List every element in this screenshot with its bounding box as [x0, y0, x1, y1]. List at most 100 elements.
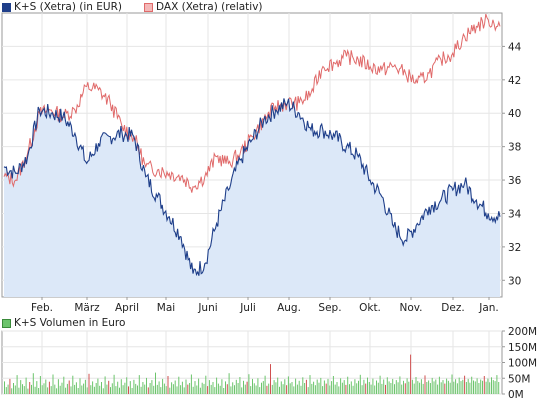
x-tick-label: Nov. [399, 302, 422, 314]
volume-bar [413, 383, 415, 394]
volume-bar [172, 384, 174, 394]
legend-ks: K+S (Xetra) (in EUR) [2, 1, 122, 13]
volume-bar [212, 382, 214, 394]
volume-bar [129, 381, 131, 394]
volume-bar [198, 378, 200, 394]
volume-bar [104, 376, 106, 394]
volume-bar [437, 384, 439, 394]
volume-bar [318, 382, 320, 394]
volume-bar [287, 376, 289, 394]
volume-bar [300, 385, 302, 394]
volume-bar [442, 380, 444, 394]
volume-bar [77, 388, 79, 394]
volume-bar [381, 383, 383, 394]
volume-bar [106, 384, 108, 394]
volume-bar [38, 388, 40, 394]
ks-area-fill [4, 98, 500, 298]
volume-bar [162, 378, 164, 394]
y-tick-label: 30 [508, 275, 521, 287]
volume-bar [323, 380, 325, 394]
volume-bar [47, 387, 49, 394]
volume-bar [455, 379, 457, 394]
volume-bar [126, 377, 128, 394]
volume-bar [266, 385, 268, 394]
volume-bar [36, 381, 38, 394]
volume-bar [158, 381, 160, 394]
volume-bar [70, 386, 72, 394]
volume-bar [440, 382, 442, 394]
volume-bar [372, 378, 374, 394]
volume-bar [31, 384, 32, 394]
volume-bar [451, 374, 453, 394]
volume-bar [59, 385, 61, 394]
volume-bar [367, 377, 368, 394]
volume-bar [183, 387, 185, 394]
volume-bar [264, 375, 266, 394]
volume-bar [295, 378, 297, 394]
volume-bar [18, 387, 20, 394]
volume-bar [140, 386, 142, 394]
volume-bar [48, 381, 50, 394]
volume-bar [302, 377, 304, 394]
volume-bar [435, 379, 437, 394]
volume-bar [45, 379, 47, 394]
volume-bar [79, 378, 81, 395]
x-tick-label: Dez. [441, 302, 464, 314]
y-tick-label: 42 [508, 75, 521, 87]
volume-bar [399, 376, 401, 394]
volume-bar [482, 380, 483, 394]
volume-bar [187, 384, 189, 394]
volume-bar [403, 380, 404, 394]
y-tick-label: 34 [508, 208, 522, 220]
legend-dax-swatch-icon [143, 2, 153, 12]
volume-bar [176, 386, 178, 394]
volume-bar [131, 388, 133, 394]
volume-bar [370, 384, 372, 394]
volume-bar [101, 382, 102, 394]
volume-bar [377, 382, 379, 394]
legend-volume-label: K+S Volumen in Euro [14, 317, 126, 329]
volume-bar [394, 384, 395, 394]
volume-bar [390, 383, 392, 394]
volume-bar [63, 376, 65, 394]
volume-bar [199, 387, 201, 394]
volume-bar [99, 385, 101, 394]
volume-bar [388, 381, 390, 394]
volume-bar [438, 376, 440, 394]
volume-bar [11, 388, 13, 394]
volume-bar [406, 378, 408, 395]
volume-bar [54, 384, 56, 394]
volume-bar [322, 386, 324, 394]
volume-bar [415, 377, 417, 394]
volume-bar [489, 382, 491, 394]
volume-bar [469, 382, 471, 394]
volume-bar [142, 382, 144, 394]
volume-bar [81, 385, 83, 394]
volume-bar [160, 387, 162, 394]
volume-bar [485, 381, 487, 394]
volume-bar [178, 376, 180, 394]
volume-bar [492, 380, 494, 394]
volume-bar [111, 383, 113, 394]
y-tick-label: 36 [508, 175, 522, 187]
volume-bar [92, 381, 94, 394]
volume-bar [420, 379, 422, 394]
volume-bar [311, 383, 313, 394]
volume-bar [386, 377, 388, 394]
y-tick-label: 40 [508, 108, 521, 120]
volume-bar [32, 373, 34, 394]
volume-bar [180, 385, 182, 394]
volume-bar [449, 382, 451, 394]
volume-bar [74, 384, 76, 394]
volume-bar [456, 383, 458, 394]
volume-bar [16, 375, 18, 394]
volume-bar [124, 382, 126, 394]
volume-bar [363, 379, 365, 394]
volume-bar [431, 377, 433, 394]
x-tick-label: Aug. [277, 302, 301, 314]
volume-bar [208, 380, 210, 394]
volume-bar [147, 387, 149, 394]
volume-bar [163, 383, 165, 394]
volume-bar [153, 385, 155, 394]
volume-bar [491, 377, 492, 394]
